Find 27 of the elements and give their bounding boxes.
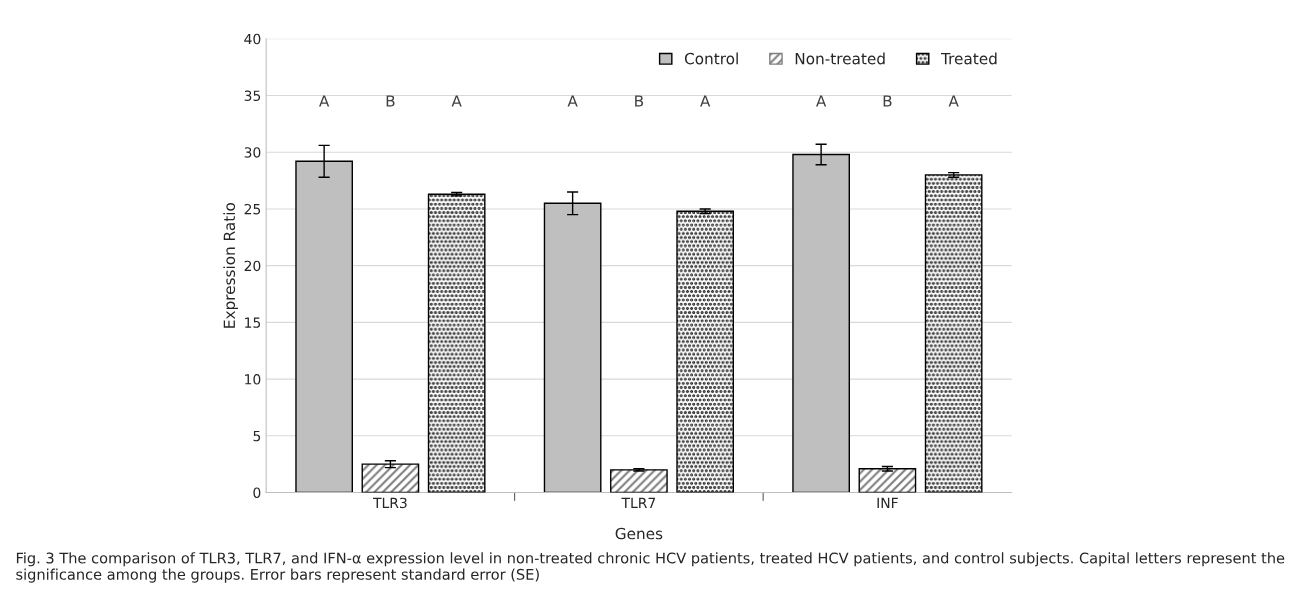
caption: Fig. 3 The comparison of TLR3, TLR7, and IFN-α expression level in non-treated chronic HCV patients, treated HCV patients, and control subjects. Capital letters represent the significance among the groups. Error bars represent standard error (SE) bbox=[16, 552, 1285, 583]
y-axis-title: Expression Ratio bbox=[223, 203, 239, 328]
legend-label: Treated bbox=[940, 52, 997, 65]
legend-label: Control bbox=[684, 52, 738, 65]
y-tick-label: 35 bbox=[244, 90, 261, 101]
x-tick-label: TLR3 bbox=[373, 497, 407, 509]
annotation: B bbox=[883, 95, 892, 107]
annotation: A bbox=[700, 95, 711, 107]
annotation: B bbox=[635, 95, 644, 107]
y-tick-label: 30 bbox=[244, 147, 261, 158]
x-tick-label: INF bbox=[877, 497, 898, 508]
y-tick-label: 0 bbox=[253, 487, 261, 498]
annotation: A bbox=[319, 95, 330, 107]
x-tick-label: TLR7 bbox=[621, 497, 656, 508]
annotation: A bbox=[816, 95, 827, 107]
annotation: B bbox=[386, 95, 395, 107]
y-tick-label: 40 bbox=[244, 33, 261, 45]
y-tick-label: 15 bbox=[245, 317, 261, 328]
y-tick-label: 10 bbox=[245, 374, 261, 385]
y-tick-label: 25 bbox=[244, 203, 261, 215]
y-tick-label: 20 bbox=[244, 260, 261, 272]
annotation: A bbox=[451, 95, 462, 107]
annotation: A bbox=[567, 95, 578, 107]
y-tick-label: 5 bbox=[253, 430, 261, 442]
annotation: A bbox=[948, 95, 959, 107]
x-axis-title: Genes bbox=[615, 527, 663, 540]
legend-label: Non-treated bbox=[795, 52, 885, 65]
